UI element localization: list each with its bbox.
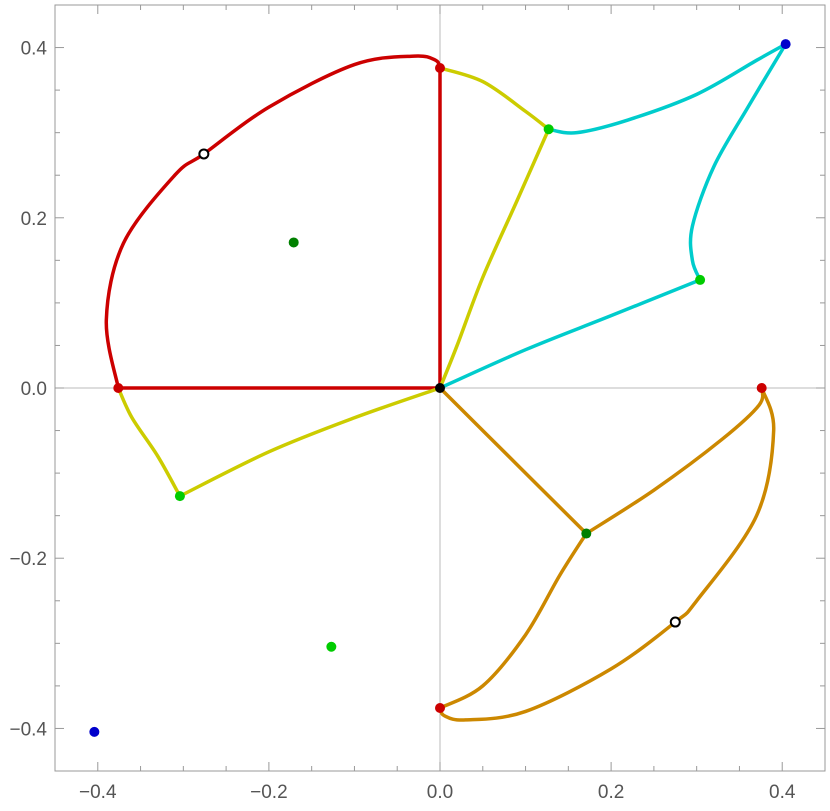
data-point — [288, 237, 299, 248]
x-tick-label: −0.4 — [79, 782, 117, 803]
x-tick-label: 0.2 — [598, 782, 624, 803]
data-point — [89, 726, 100, 737]
curve-segment — [178, 386, 442, 498]
curve-segment — [116, 386, 182, 498]
hollow-point — [198, 148, 210, 160]
x-tick-label: −0.2 — [250, 782, 288, 803]
curve-segment — [438, 278, 702, 390]
data-point — [435, 62, 445, 73]
y-tick-label: 0.0 — [21, 379, 47, 400]
data-point — [543, 124, 554, 135]
hollow-point — [669, 616, 681, 628]
curve-segment — [438, 66, 551, 132]
tick-marks — [54, 4, 826, 772]
curve-segment — [546, 42, 788, 135]
data-point — [435, 703, 445, 714]
curve-segment — [584, 386, 765, 536]
curve-segment — [688, 42, 788, 282]
y-tick-label: −0.4 — [9, 719, 47, 740]
data-point — [435, 383, 445, 393]
data-point — [581, 528, 592, 539]
data-point — [756, 383, 767, 393]
tick-labels: −0.4 −0.2 0.0 0.2 0.4 0.4 0.2 0.0 −0.2 −0.4 — [9, 39, 795, 803]
data-point — [695, 274, 706, 285]
curve-segment — [438, 531, 589, 710]
curve-segment — [438, 386, 776, 722]
x-tick-label: 0.0 — [427, 782, 453, 803]
y-tick-label: 0.2 — [21, 209, 47, 230]
data-point — [326, 641, 337, 652]
points — [89, 39, 791, 737]
y-tick-label: 0.4 — [21, 39, 48, 60]
curve-segment — [438, 386, 589, 536]
data-point — [113, 383, 124, 393]
curve-segment — [104, 54, 442, 390]
curves — [104, 42, 788, 722]
x-tick-label: 0.4 — [769, 782, 796, 803]
y-tick-label: −0.2 — [9, 549, 47, 570]
data-point — [174, 491, 185, 502]
data-point — [780, 39, 791, 50]
curve-segment — [438, 127, 551, 390]
